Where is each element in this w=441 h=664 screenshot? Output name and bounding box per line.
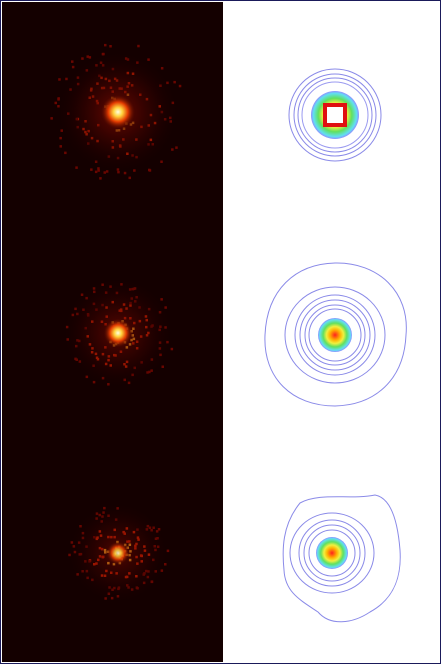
- psf-image-1: [58, 52, 178, 172]
- speckle: [59, 137, 62, 140]
- speckle: [72, 66, 75, 69]
- speckle: [104, 44, 107, 47]
- speckle: [95, 171, 98, 174]
- speckle: [60, 145, 63, 148]
- speckle: [175, 146, 178, 149]
- speckle: [179, 85, 182, 88]
- speckle: [50, 117, 53, 120]
- speckle: [124, 172, 127, 175]
- speckle: [160, 161, 163, 164]
- speckle: [171, 348, 174, 351]
- psf-image-3: [68, 503, 168, 603]
- speckle: [161, 67, 164, 70]
- speckle: [90, 168, 93, 171]
- speckle: [104, 171, 107, 174]
- speckle: [137, 45, 140, 48]
- speckle: [55, 102, 58, 105]
- speckle: [129, 177, 132, 180]
- speckle: [58, 78, 61, 81]
- figure: [0, 0, 441, 664]
- speckle: [64, 152, 67, 155]
- speckle: [171, 148, 174, 151]
- speckle: [71, 60, 74, 63]
- speckle: [149, 169, 152, 172]
- speckle: [109, 45, 112, 48]
- psf-image-2: [63, 278, 173, 388]
- speckle: [99, 177, 102, 180]
- speckle: [65, 78, 68, 81]
- speckle: [81, 57, 84, 60]
- speckle: [75, 166, 78, 169]
- speckle: [173, 81, 176, 84]
- speckle: [87, 55, 90, 58]
